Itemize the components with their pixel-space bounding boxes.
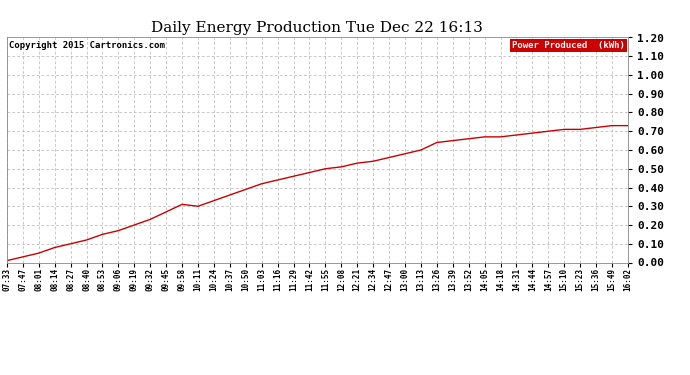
Text: Power Produced  (kWh): Power Produced (kWh) bbox=[512, 41, 625, 50]
Text: Copyright 2015 Cartronics.com: Copyright 2015 Cartronics.com bbox=[9, 41, 165, 50]
Title: Daily Energy Production Tue Dec 22 16:13: Daily Energy Production Tue Dec 22 16:13 bbox=[152, 21, 483, 35]
